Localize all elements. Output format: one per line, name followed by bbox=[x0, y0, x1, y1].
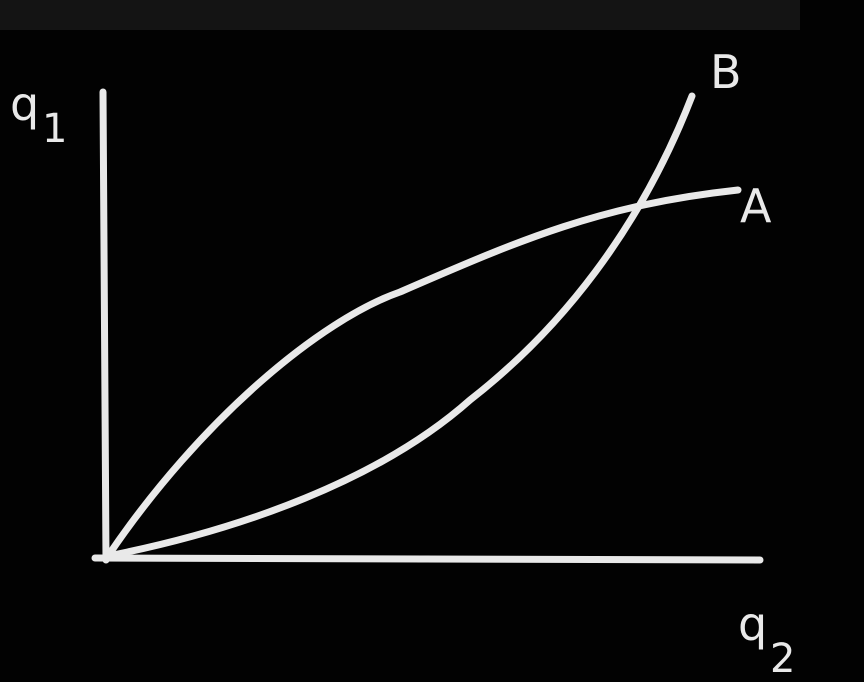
curve-a bbox=[104, 186, 742, 560]
top-smudge bbox=[0, 0, 800, 30]
vertical-axis-subscript: 1 bbox=[42, 106, 67, 152]
vertical-axis bbox=[99, 88, 110, 564]
curve-b-label: B bbox=[710, 45, 742, 99]
vertical-axis-label: q bbox=[10, 77, 39, 131]
curve-b bbox=[104, 92, 696, 560]
horizontal-axis bbox=[91, 554, 764, 564]
horizontal-axis-label: q bbox=[738, 597, 767, 651]
horizontal-axis-subscript: 2 bbox=[770, 636, 795, 682]
curve-a-label: A bbox=[740, 179, 772, 233]
